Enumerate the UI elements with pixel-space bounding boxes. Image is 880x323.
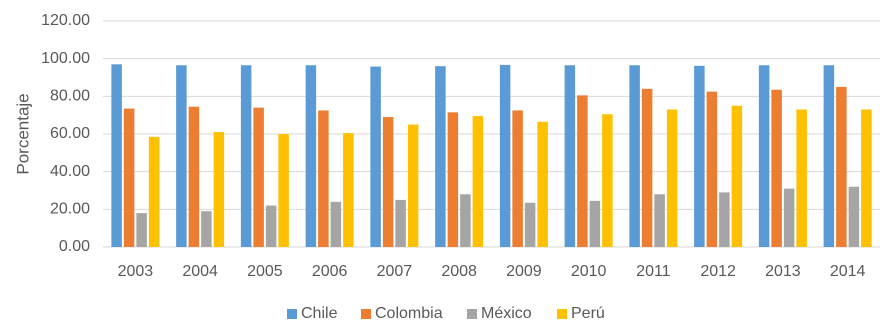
bar-chile-2014 [823,65,835,247]
bar-colombia-2009 [512,110,523,247]
bar-méxico-2006 [330,201,342,247]
bar-colombia-2014 [836,86,847,248]
bar-colombia-2012 [706,91,718,247]
bar-méxico-2008 [460,194,471,247]
x-tick-label: 2010 [571,263,607,280]
bar-perú-2009 [537,121,548,247]
bar-perú-2004 [213,132,225,247]
bar-chile-2011 [629,65,640,247]
bar-chile-2006 [305,65,317,247]
legend-swatch-colombia [361,309,371,319]
x-tick-label: 2005 [247,263,283,280]
bar-perú-2011 [666,109,678,248]
bar-chile-2007 [370,66,381,248]
legend-label: Perú [571,305,605,322]
x-tick-label: 2008 [441,263,477,280]
legend-label: Chile [301,305,338,322]
bar-méxico-2011 [654,194,665,247]
bar-colombia-2003 [123,108,135,247]
y-axis-title: Porcentaje [13,93,32,174]
x-tick-label: 2011 [636,263,671,280]
bar-colombia-2010 [577,95,588,248]
x-tick-label: 2006 [312,263,348,280]
x-tick-label: 2009 [506,263,542,280]
bar-chile-2004 [176,65,187,247]
legend-swatch-chile [287,309,297,319]
legend-label: México [481,305,532,322]
bar-perú-2014 [861,109,872,248]
y-tick-label: 100.00 [41,50,90,67]
bar-colombia-2008 [447,112,459,247]
bar-méxico-2005 [265,205,277,247]
x-tick-label: 2007 [377,263,413,280]
bar-perú-2006 [343,133,354,247]
bar-méxico-2010 [589,200,601,247]
bar-méxico-2013 [783,188,795,247]
x-axis-ticks: 2003 2004 2005 2006 2007 2008 2009 2010 2011 2012… [118,263,866,280]
bars [111,64,872,248]
legend-swatch-perú [557,309,567,319]
x-tick-label: 2003 [118,263,154,280]
bar-méxico-2009 [524,202,536,247]
bar-chile-2008 [435,66,446,247]
y-axis-ticks: 0.00 20.00 40.00 60.00 80.00 100.00 120.00 [41,12,90,255]
x-tick-label: 2004 [182,263,218,280]
y-tick-label: 60.00 [50,125,90,142]
x-tick-label: 2012 [700,263,736,280]
y-tick-label: 80.00 [50,88,90,105]
legend: Chile Colombia México Perú [287,305,605,322]
bar-colombia-2007 [382,117,394,247]
bar-chile-2003 [111,64,122,247]
bar-colombia-2005 [253,107,264,247]
bar-méxico-2003 [136,213,147,247]
x-tick-label: 2013 [765,263,801,280]
gridlines [103,20,880,248]
bar-méxico-2004 [201,211,212,247]
bar-méxico-2012 [719,192,730,247]
bar-colombia-2011 [641,88,653,247]
bar-chile-2010 [564,65,576,247]
bar-perú-2012 [731,105,743,247]
bar-colombia-2013 [771,89,782,247]
y-tick-label: 0.00 [59,238,90,255]
bar-perú-2010 [602,114,613,247]
x-tick-label: 2014 [830,263,866,280]
legend-swatch-méxico [467,309,477,319]
bar-perú-2013 [796,109,807,248]
bar-perú-2008 [472,116,484,247]
y-tick-label: 20.00 [50,201,90,218]
bar-chile-2005 [240,65,252,247]
bar-colombia-2006 [318,110,329,247]
bar-perú-2003 [148,136,160,247]
y-tick-label: 120.00 [41,12,90,29]
bar-chile-2012 [694,65,705,247]
bar-chile-2009 [499,64,511,247]
bar-perú-2005 [278,134,289,247]
bar-colombia-2004 [188,106,200,247]
bar-méxico-2014 [848,186,860,247]
bar-perú-2007 [407,124,419,247]
bar-chile-2013 [758,65,770,247]
legend-label: Colombia [375,305,443,322]
bar-méxico-2007 [395,199,406,247]
y-tick-label: 40.00 [50,163,90,180]
